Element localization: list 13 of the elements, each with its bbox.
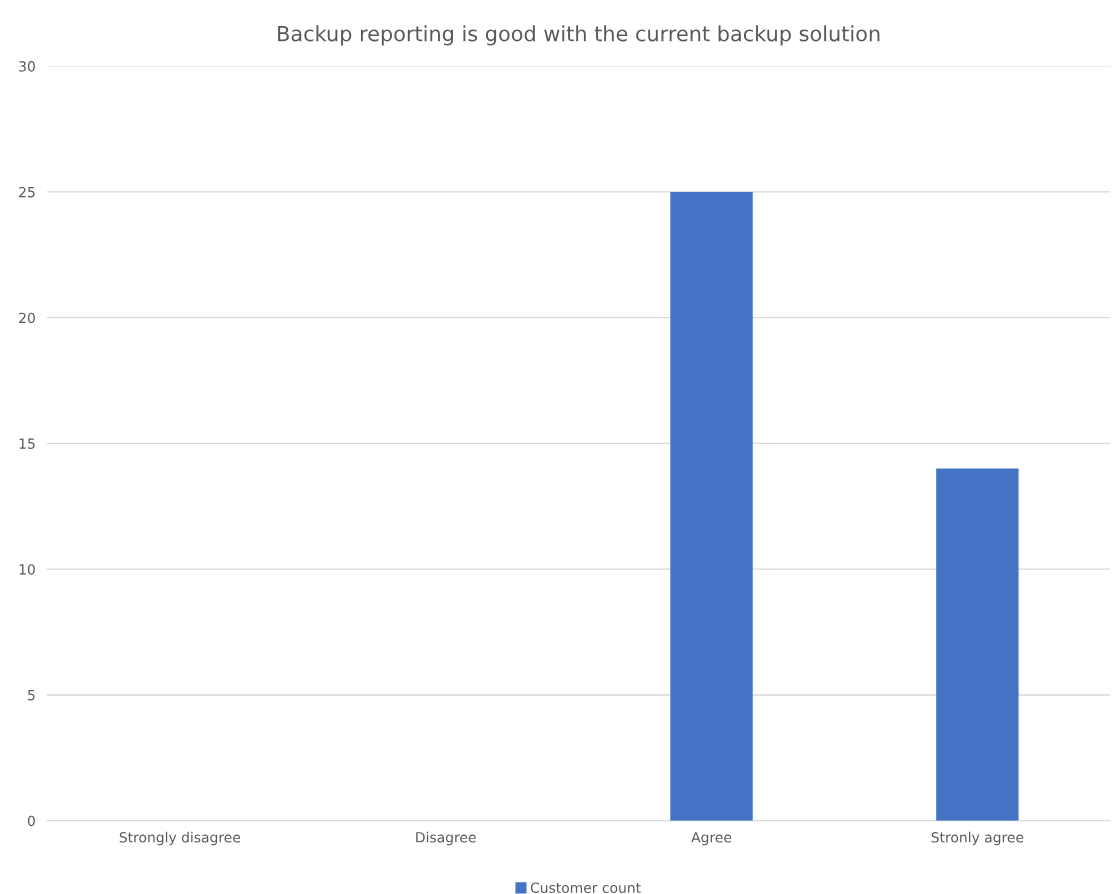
- chart-title: Backup reporting is good with the current backup solution: [278, 25, 880, 46]
- y-tick-label: 20: [19, 312, 35, 324]
- legend-label: Customer count: [530, 882, 641, 893]
- y-tick-label: 10: [19, 564, 35, 575]
- y-tick-label: 5: [28, 690, 35, 701]
- y-tick-label: 30: [19, 61, 35, 72]
- x-tick-label: Agree: [691, 832, 732, 846]
- y-tick-label: 0: [27, 815, 35, 827]
- y-tick-label: 15: [19, 438, 35, 449]
- x-tick-label: Strongly disagree: [119, 831, 241, 846]
- y-tick-label: 25: [19, 186, 35, 198]
- x-tick-label: Disagree: [416, 831, 476, 846]
- x-tick-label: Stronly agree: [931, 831, 1024, 846]
